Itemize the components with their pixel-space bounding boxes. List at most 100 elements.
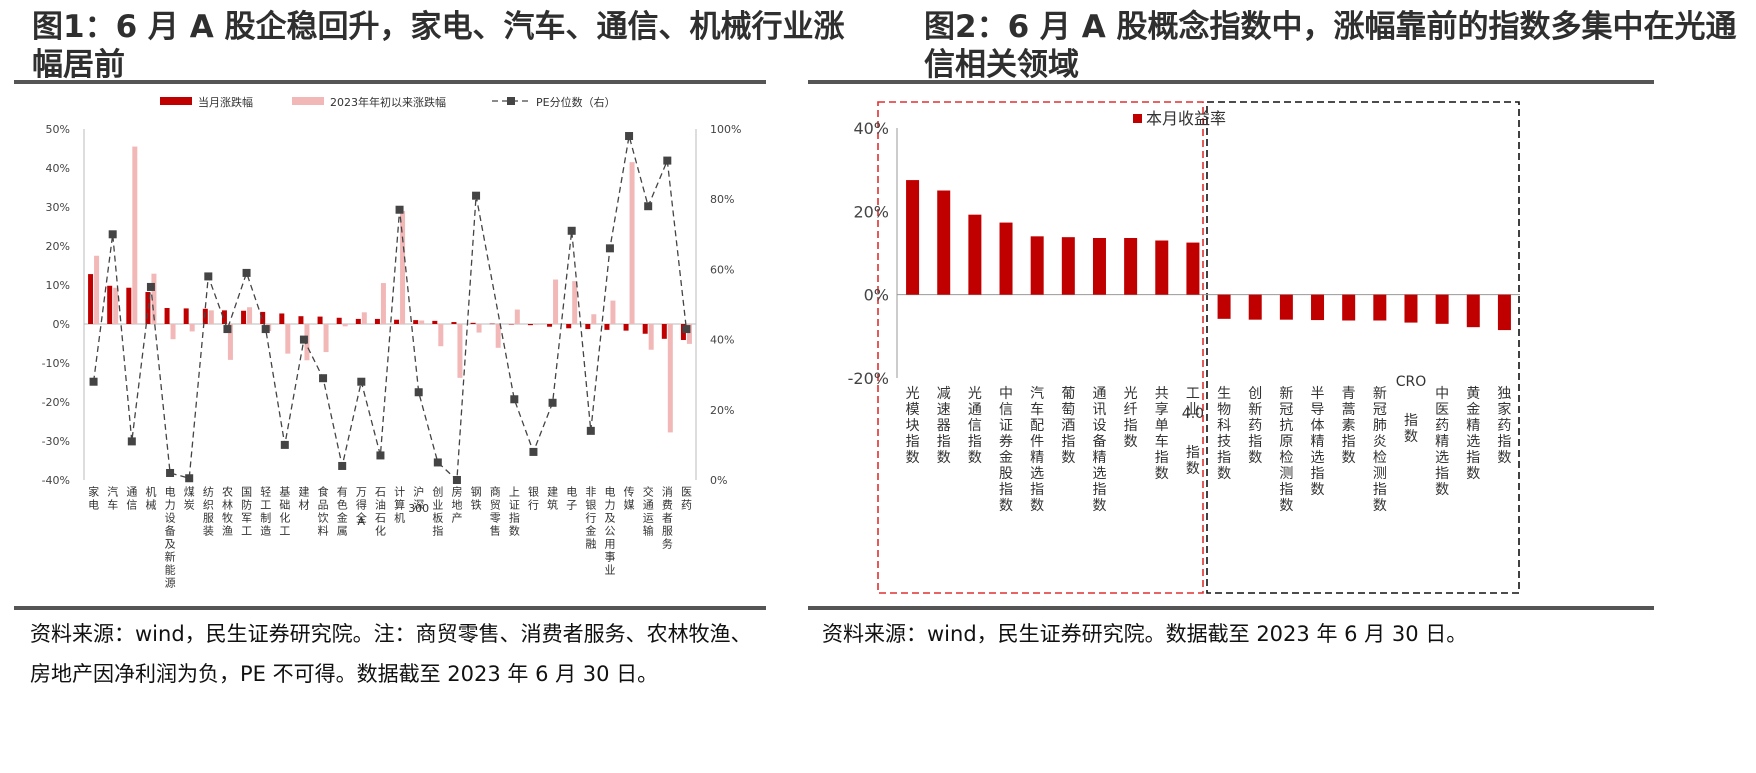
pe-point (567, 226, 576, 235)
legend-label-ytd: 2023年年初以来涨跌幅 (330, 95, 446, 109)
bar-monthly (413, 320, 419, 324)
x-tick-label: 新冠抗原检测指数 (1279, 386, 1293, 514)
y-tick-label: -10% (42, 357, 70, 370)
pe-point (644, 202, 653, 211)
bar-monthly-return (1030, 236, 1044, 295)
bar-ytd (189, 324, 195, 332)
x-tick-label: 基础化工 (279, 485, 290, 537)
bar-monthly (241, 310, 247, 324)
x-tick-label: 商贸零售 (490, 484, 501, 537)
pe-point (280, 440, 289, 449)
bar-monthly-return (1186, 242, 1200, 295)
x-tick-label: 共享单车指数 (1155, 386, 1169, 482)
x-tick-label: 黄金精选指数 (1466, 385, 1480, 482)
bar-monthly (260, 311, 266, 324)
bar-ytd (476, 324, 482, 333)
bar-ytd (94, 255, 100, 324)
chart-1-source: 资料来源：wind，民生证券研究院。注：商贸零售、消费者服务、农林牧渔、房地产因… (30, 622, 752, 686)
bar-monthly (183, 308, 189, 324)
x-tick-label: 电力及公用事业 (604, 485, 615, 576)
pe-point (529, 447, 538, 456)
x-tick-label: 轻工制造 (260, 484, 271, 537)
pe-point (510, 395, 519, 404)
x-tick-label: 创业板指 (432, 485, 443, 537)
bar-ytd (247, 307, 253, 324)
bar-monthly (126, 287, 132, 324)
title-rule-1 (14, 80, 766, 84)
bar-ytd (667, 324, 673, 433)
x-tick-label: 创新药指数 (1248, 386, 1262, 466)
bar-ytd (323, 324, 329, 353)
pe-point (376, 451, 385, 460)
pe-point (682, 325, 691, 334)
highlight-box-top-gainers (877, 101, 1204, 594)
x-tick-label: 国防军工 (241, 485, 252, 537)
pe-point (395, 205, 404, 214)
bar-ytd (380, 283, 386, 324)
chart-1-svg: 50% 40% 30% 20% 10% 0% -10% -20% -30% -40% 100% 80%… (42, 95, 742, 589)
bar-ytd (495, 324, 501, 348)
pe-point (663, 156, 672, 165)
bar-ytd (572, 281, 578, 324)
x-tick-label: 新冠肺炎检测指数 (1373, 386, 1387, 514)
bar-monthly (336, 317, 342, 324)
bar-monthly (623, 324, 629, 331)
bar-ytd (438, 324, 444, 347)
bar-monthly-return (1342, 294, 1356, 321)
y-tick-label: -20% (848, 369, 889, 388)
bar-monthly (566, 324, 572, 329)
pe-point (146, 282, 155, 291)
bar-monthly (508, 324, 514, 325)
bar-monthly (527, 324, 533, 326)
title-rule-2 (808, 80, 1654, 84)
bar-ytd (400, 210, 406, 324)
legend-marker-pe (507, 97, 515, 105)
y-tick-label: 50% (46, 123, 70, 136)
x-tick-label: 食品饮料 (318, 484, 329, 537)
bar-ytd (285, 324, 291, 354)
chart-2-title: 图2：6 月 A 股概念指数中，涨幅靠前的指数多集中在光通信相关领域 (924, 9, 1737, 83)
legend-swatch-ytd (292, 97, 324, 105)
y-tick-label: -30% (42, 435, 70, 448)
bar-monthly (298, 316, 304, 324)
pe-point (357, 377, 366, 386)
y-tick-label: -20% (42, 396, 70, 409)
bar-ytd (514, 309, 520, 324)
x-tick-label: 钢铁 (471, 485, 482, 511)
x-tick-label: 银行 (528, 484, 539, 511)
bar-monthly (279, 313, 285, 324)
x-tick-label: 农林牧渔 (222, 484, 233, 537)
bar-monthly-return (1092, 238, 1106, 295)
bar-ytd (591, 314, 597, 324)
y2-tick-label: 40% (710, 334, 734, 347)
x-tick-label: 通讯设备精选指数 (1092, 386, 1106, 514)
pe-point (319, 374, 328, 383)
pe-point (242, 268, 251, 277)
bar-ytd (132, 146, 138, 324)
bar-ytd (342, 324, 348, 327)
bar-monthly (107, 285, 113, 324)
x-tick-label: 光纤指数 (1124, 386, 1138, 450)
chart-1-title: 图1：6 月 A 股企稳回升，家电、汽车、通信、机械行业涨幅居前 (32, 9, 845, 83)
bar-ytd (419, 320, 425, 324)
legend-label: 本月收益率 (1146, 109, 1226, 128)
bar-monthly (642, 324, 648, 334)
bar-ytd (151, 273, 157, 324)
bar-ytd (648, 324, 654, 350)
bar-ytd (457, 324, 463, 378)
pe-point (414, 388, 423, 397)
bar-ytd (686, 324, 692, 344)
y-tick-label: 30% (46, 201, 70, 214)
x-tick-label: 家电 (88, 484, 99, 511)
bar-monthly-return (1497, 294, 1511, 331)
pe-point (625, 132, 634, 141)
bar-monthly (88, 274, 94, 324)
bar-monthly-return (1373, 294, 1387, 321)
legend-swatch-monthly (160, 97, 192, 105)
x-tick-label: 通信 (126, 485, 137, 511)
x-tick-label: 上证指数 (509, 485, 520, 537)
bar-monthly-return (1061, 237, 1075, 295)
x-tick-label: 医药 (681, 485, 692, 511)
pe-point (261, 325, 270, 334)
x-tick-label: CRO 指数 (1396, 374, 1427, 445)
